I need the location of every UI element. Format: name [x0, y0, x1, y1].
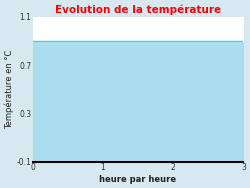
X-axis label: heure par heure: heure par heure [100, 175, 176, 184]
Title: Evolution de la température: Evolution de la température [55, 4, 221, 15]
Y-axis label: Température en °C: Température en °C [4, 50, 14, 129]
